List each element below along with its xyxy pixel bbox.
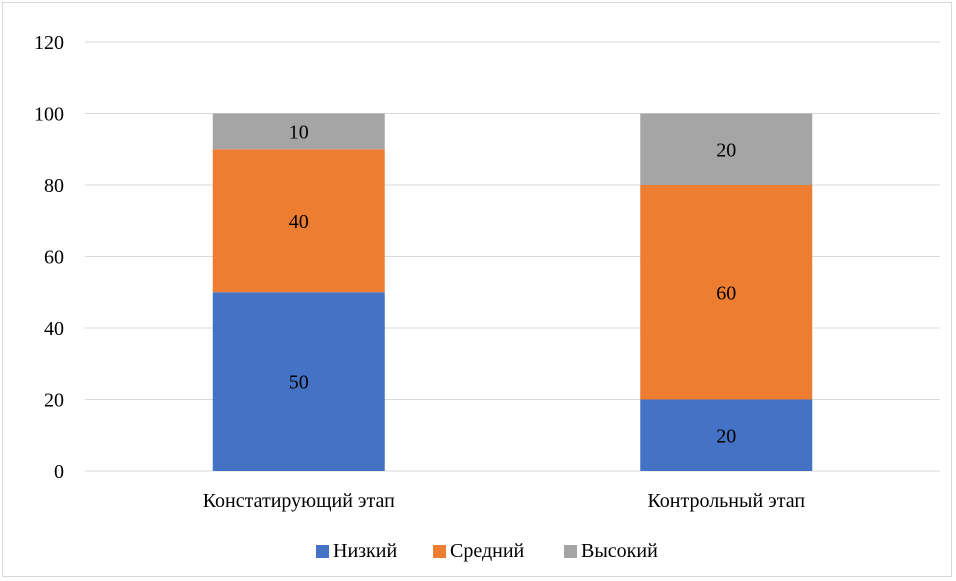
data-label: 40	[289, 211, 309, 233]
data-label: 50	[289, 372, 309, 394]
legend-label: Средний	[450, 540, 525, 562]
y-tick-label: 120	[34, 32, 64, 54]
x-axis-categories: Констатирующий этап Контрольный этап	[203, 490, 806, 512]
data-label: 10	[289, 121, 309, 143]
bar-segment-Низкий	[212, 292, 385, 471]
x-category-label: Контрольный этап	[647, 490, 805, 512]
legend-swatch	[564, 545, 577, 558]
bar-segment-Высокий	[640, 113, 813, 185]
data-label: 20	[716, 425, 736, 447]
legend: Низкий Средний Высокий	[316, 540, 658, 562]
y-tick-label: 20	[44, 390, 64, 412]
legend-swatch	[316, 545, 329, 558]
bar-segment-Средний	[640, 185, 813, 400]
data-labels-layer: 50 40 10 20 60 20	[289, 121, 737, 447]
x-category-label: Констатирующий этап	[203, 490, 395, 512]
y-tick-label: 100	[34, 104, 64, 126]
data-label: 60	[716, 282, 736, 304]
bar-segment-Средний	[212, 149, 385, 293]
bars-layer	[212, 113, 813, 471]
y-tick-label: 40	[44, 318, 64, 340]
legend-label: Низкий	[333, 540, 397, 562]
y-tick-label: 0	[54, 461, 64, 483]
bar-segment-Низкий	[640, 399, 813, 471]
y-tick-label: 80	[44, 175, 64, 197]
y-tick-label: 60	[44, 247, 64, 269]
legend-swatch	[433, 545, 446, 558]
bar-segment-Высокий	[212, 113, 385, 150]
legend-label: Высокий	[581, 540, 658, 562]
data-label: 20	[716, 139, 736, 161]
y-axis-ticks: 0 20 40 60 80 100 120	[34, 32, 64, 483]
